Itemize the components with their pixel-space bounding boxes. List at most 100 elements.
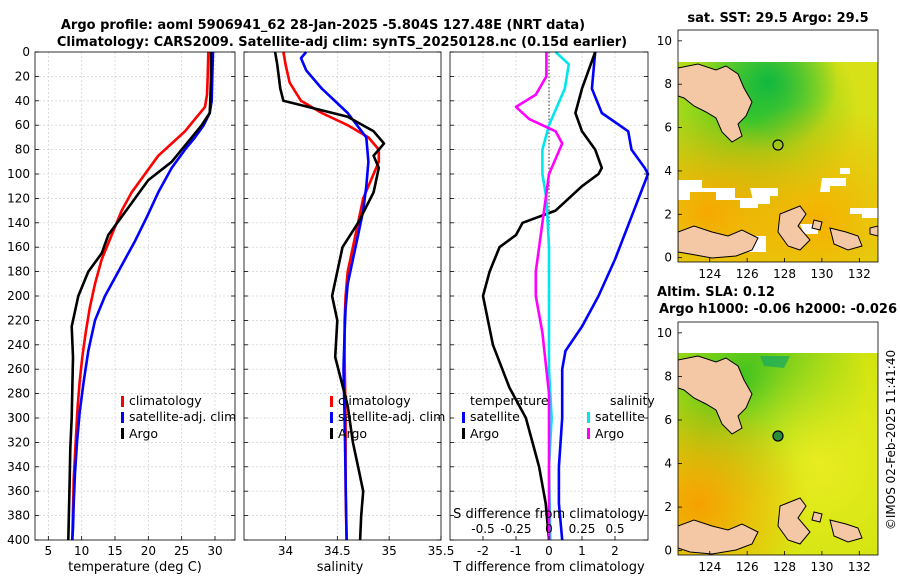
- x-tick-label: 15: [107, 544, 122, 558]
- difference-legend: temperature salinity satellite Argo sate…: [462, 393, 655, 441]
- s-axis-tick-label: 0.25: [569, 522, 596, 536]
- y-tick-label: 300: [7, 411, 30, 425]
- sla-map-title-line2: Argo h1000: -0.06 h2000: -0.026: [659, 302, 897, 317]
- cloud-mask: [750, 188, 778, 204]
- s-axis-tick-label: 0: [545, 522, 553, 536]
- x-tick-label: 34.5: [324, 544, 351, 558]
- cloud-mask: [840, 168, 850, 174]
- y-tick-label: 240: [7, 338, 30, 352]
- x-tick-label: 35.5: [428, 544, 455, 558]
- cloud-mask: [850, 208, 878, 218]
- legend-swatch-climatology: [330, 396, 333, 407]
- sst-map-title: sat. SST: 29.5 Argo: 29.5: [687, 11, 868, 26]
- y-tick-label: 380: [7, 509, 30, 523]
- legend-swatch-satellite: [330, 412, 333, 423]
- figure-title-line1: Argo profile: aoml 5906941_62 28-Jan-202…: [61, 18, 585, 33]
- legend-label: Argo: [470, 426, 499, 441]
- x-tick-label: 10: [74, 544, 89, 558]
- sla-low-patch: [760, 356, 790, 368]
- y-tick-label: 20: [15, 69, 30, 83]
- legend-label: satellite-adj. clim: [129, 409, 236, 424]
- sst-map: [678, 30, 878, 262]
- land-timor: [678, 519, 759, 555]
- legend-swatch-climatology: [121, 396, 124, 407]
- argo-position-marker: [772, 139, 784, 151]
- y-tick-label: 40: [15, 94, 30, 108]
- x-tick-label: -1: [510, 544, 522, 558]
- legend-label: Argo: [129, 426, 158, 441]
- series-argo: [273, 51, 386, 541]
- y-tick-label: 2: [664, 207, 672, 221]
- land-island: [811, 511, 823, 523]
- x-tick-label: 0: [545, 544, 553, 558]
- y-tick-label: 320: [7, 435, 30, 449]
- y-tick-label: 80: [15, 143, 30, 157]
- x-tick-label: 126: [736, 560, 759, 574]
- y-tick-label: 200: [7, 289, 30, 303]
- x-tick-label: 124: [698, 267, 721, 281]
- legend-swatch-argo: [121, 428, 124, 439]
- y-tick-label: 10: [657, 326, 672, 340]
- y-tick-label: 4: [664, 164, 672, 178]
- y-tick-label: 60: [15, 118, 30, 132]
- y-tick-label: 260: [7, 362, 30, 376]
- x-tick-label: 130: [810, 560, 833, 574]
- land-halmahera: [678, 63, 753, 143]
- x-tick-label: 132: [848, 560, 871, 574]
- difference-xlabel: T difference from climatology: [452, 560, 645, 575]
- land-island: [869, 225, 878, 237]
- y-tick-label: 6: [664, 121, 672, 135]
- series-satellite-adj-clim: [299, 51, 370, 541]
- legend-swatch-s-satellite: [587, 412, 590, 423]
- series-temperature-argo: [481, 51, 604, 541]
- land-timor: [678, 225, 759, 259]
- argo-position-marker: [772, 430, 784, 442]
- legend-label: climatology: [338, 393, 411, 408]
- sla-map-axes: 124 126 128 130 132 0 2 4 6 8 10: [657, 321, 879, 574]
- figure-title-line2: Climatology: CARS2009. Satellite-adj cli…: [57, 35, 627, 50]
- y-tick-label: 160: [7, 240, 30, 254]
- land-island: [811, 219, 823, 231]
- series-temperature-satellite: [557, 51, 650, 541]
- x-tick-label: 5: [45, 544, 53, 558]
- salinity-panel: 34 34.5 35 35.5: [243, 51, 455, 558]
- x-tick-label: 128: [773, 560, 796, 574]
- x-tick-label: 1: [578, 544, 586, 558]
- x-tick-label: 128: [773, 267, 796, 281]
- s-axis-tick-label: 0.5: [605, 522, 624, 536]
- sst-map-axes: 124 126 128 130 132 0 2 4 6 8 10: [657, 29, 879, 281]
- series-salinity-argo: [514, 52, 564, 540]
- x-tick-label: 124: [698, 560, 721, 574]
- x-tick-label: 130: [810, 267, 833, 281]
- land-island: [829, 227, 863, 251]
- sla-map-title-line1: Altim. SLA: 0.12: [657, 285, 775, 300]
- land-island: [829, 519, 863, 543]
- y-tick-label: 6: [664, 413, 672, 427]
- y-tick-label: 0: [664, 544, 672, 558]
- credit-stamp: ©IMOS 02-Feb-2025 11:41:40: [884, 350, 898, 530]
- x-tick-label: 2: [611, 544, 619, 558]
- temperature-panel: 5 10 15 20 25 3002040608010012014016018020022…: [7, 45, 236, 558]
- legend-label: Argo: [338, 426, 367, 441]
- s-axis-tick-label: -0.5: [471, 522, 494, 536]
- legend-label: satellite-adj. clim: [338, 409, 445, 424]
- legend-swatch-s-argo: [587, 428, 590, 439]
- x-tick-label: 35: [382, 544, 397, 558]
- legend-label: Argo: [595, 426, 624, 441]
- y-tick-label: 10: [657, 34, 672, 48]
- y-tick-label: 340: [7, 460, 30, 474]
- y-tick-label: 4: [664, 457, 672, 471]
- x-tick-label: 34: [278, 544, 293, 558]
- legend-label: satellite: [595, 409, 645, 424]
- legend-label: satellite: [470, 409, 520, 424]
- legend-swatch-t-argo: [462, 428, 465, 439]
- y-tick-label: 280: [7, 387, 30, 401]
- legend-swatch-t-satellite: [462, 412, 465, 423]
- temperature-legend: climatology satellite-adj. clim Argo: [121, 393, 236, 441]
- y-tick-label: 360: [7, 484, 30, 498]
- legend-swatch-satellite: [121, 412, 124, 423]
- x-tick-label: 126: [736, 267, 759, 281]
- x-tick-label: 20: [141, 544, 156, 558]
- sla-map: [678, 322, 878, 555]
- difference-panel: -2 -1 0 1 2 -0.5 -0.25 0 0.25 0.5: [449, 51, 650, 558]
